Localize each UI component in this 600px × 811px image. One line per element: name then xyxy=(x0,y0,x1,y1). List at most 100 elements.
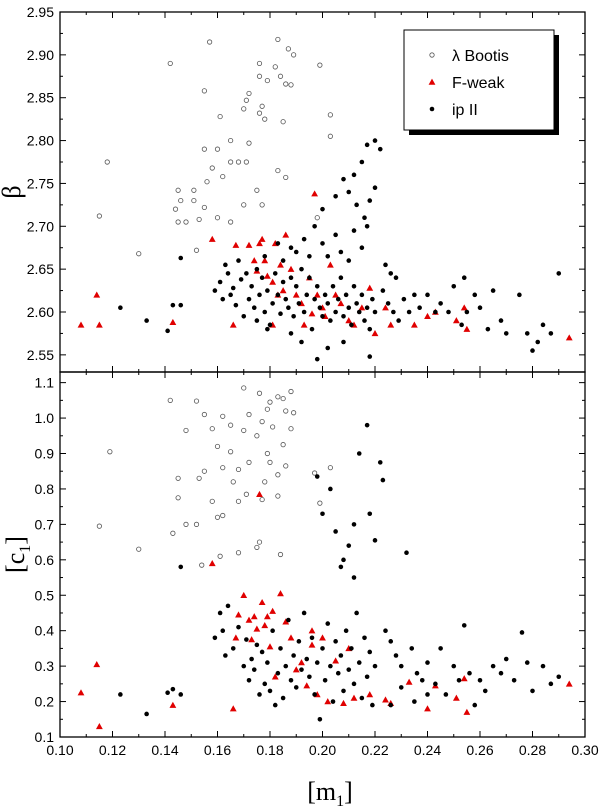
x-tick-label: 0.28 xyxy=(519,742,546,758)
ip-ii-point xyxy=(548,331,554,336)
ip-ii-point xyxy=(272,271,278,276)
lambda-bootis-point xyxy=(262,479,268,485)
ip-ii-point xyxy=(346,667,352,672)
lambda-bootis-point xyxy=(283,408,289,414)
ip-ii-point xyxy=(328,663,333,669)
ip-ii-point xyxy=(380,477,386,483)
ip-ii-point xyxy=(280,258,286,263)
ip-ii-point xyxy=(372,309,378,315)
fweak-point xyxy=(245,616,253,623)
y-tick-label: 2.60 xyxy=(27,304,54,320)
fweak-point xyxy=(382,696,389,703)
fweak-point xyxy=(256,240,263,247)
ip-ii-point xyxy=(391,309,396,315)
ip-ii-point xyxy=(333,639,338,644)
lambda-bootis-point xyxy=(275,472,281,478)
lambda-bootis-point xyxy=(264,77,270,84)
ip-ii-point xyxy=(364,674,370,680)
ip-ii-point xyxy=(359,292,365,298)
lambda-bootis-point xyxy=(256,539,263,545)
ip-ii-point xyxy=(451,663,457,669)
ip-ii-point xyxy=(333,309,338,315)
ip-ii-point xyxy=(354,301,359,306)
fweak-point xyxy=(337,300,345,307)
fweak-point xyxy=(77,689,85,696)
lambda-bootis-point xyxy=(199,562,205,568)
ip-ii-point xyxy=(270,628,275,633)
c1-axis-title: [c1] xyxy=(1,536,34,573)
lambda-bootis-point xyxy=(317,62,323,68)
ip-ii-point xyxy=(330,283,336,289)
lambda-bootis-point xyxy=(235,550,242,556)
ip-ii-point xyxy=(280,695,286,701)
ip-ii-point xyxy=(524,331,530,336)
ip-ii-point xyxy=(519,630,525,635)
lambda-bootis-point xyxy=(280,395,286,402)
ip-ii-point xyxy=(275,292,281,298)
lambda-bootis-point xyxy=(228,422,234,428)
ip-ii-point xyxy=(401,296,407,302)
ip-ii-point xyxy=(251,305,257,311)
lambda-bootis-point xyxy=(288,388,294,395)
fweak-point xyxy=(169,318,177,326)
fweak-point xyxy=(287,265,295,272)
lambda-bootis-point xyxy=(277,551,284,558)
fweak-point xyxy=(245,241,253,248)
lambda-bootis-point xyxy=(264,450,270,457)
fweak-point xyxy=(298,659,305,666)
fweak-point xyxy=(95,321,103,328)
lambda-bootis-point xyxy=(204,179,210,185)
lambda-bootis-point xyxy=(243,159,249,165)
ip-ii-point xyxy=(333,529,338,534)
y-tick-label: 0.4 xyxy=(35,623,55,639)
ip-ii-point xyxy=(301,236,307,242)
fweak-point xyxy=(277,261,284,268)
fweak-point xyxy=(405,678,413,685)
lambda-bootis-point xyxy=(280,442,286,448)
ip-ii-point xyxy=(223,262,228,268)
ip-ii-point xyxy=(178,302,184,308)
ip-ii-point xyxy=(291,653,296,658)
lambda-bootis-point xyxy=(259,496,265,503)
ip-ii-point xyxy=(503,656,509,662)
lambda-bootis-point xyxy=(280,119,286,125)
ip-ii-point xyxy=(325,253,331,259)
ip-ii-point xyxy=(230,646,236,651)
x-axis: 0.10 0.12 0.14 0.16 0.18 0.20 0.22 0.24 0.26 0.28… xyxy=(46,742,598,758)
lambda-bootis-point xyxy=(183,427,189,434)
x-tick-label: 0.20 xyxy=(309,742,336,758)
y-tick-label: 2.85 xyxy=(27,90,54,106)
x-tick-label: 0.10 xyxy=(46,742,73,758)
ip-ii-point xyxy=(446,309,451,315)
x-tick-label: 0.22 xyxy=(361,742,388,758)
lambda-bootis-point xyxy=(272,64,278,70)
ip-ii-point xyxy=(118,692,123,697)
x-tick-label: 0.24 xyxy=(414,742,441,758)
ip-ii-point xyxy=(540,322,546,328)
ip-ii-point xyxy=(270,301,275,306)
plot-frame xyxy=(59,371,586,738)
fweak-point xyxy=(250,613,258,620)
fweak-point xyxy=(387,321,395,328)
lambda-bootis-point xyxy=(267,459,273,465)
ip-ii-point xyxy=(409,646,415,651)
lambda-bootis-point xyxy=(183,521,189,527)
fweak-point xyxy=(229,705,237,712)
ip-ii-point xyxy=(330,699,336,704)
fweak-point xyxy=(292,291,300,298)
ip-ii-point xyxy=(467,670,472,676)
ip-ii-point xyxy=(307,253,312,259)
ip-ii-point xyxy=(249,283,254,289)
ip-ii-point xyxy=(249,656,254,662)
ip-ii-point xyxy=(351,172,357,178)
fweak-point xyxy=(332,657,340,664)
ip-ii-point xyxy=(482,688,488,694)
lambda-bootis-point xyxy=(201,468,207,474)
ip-ii-point xyxy=(556,674,562,680)
lambda-bootis-point xyxy=(314,215,320,221)
ip-ii-point xyxy=(398,685,404,690)
fweak-point xyxy=(300,321,308,328)
y-tick-label: 0.1 xyxy=(35,729,55,745)
fweak-point xyxy=(345,317,353,324)
fweak-point xyxy=(169,701,177,708)
